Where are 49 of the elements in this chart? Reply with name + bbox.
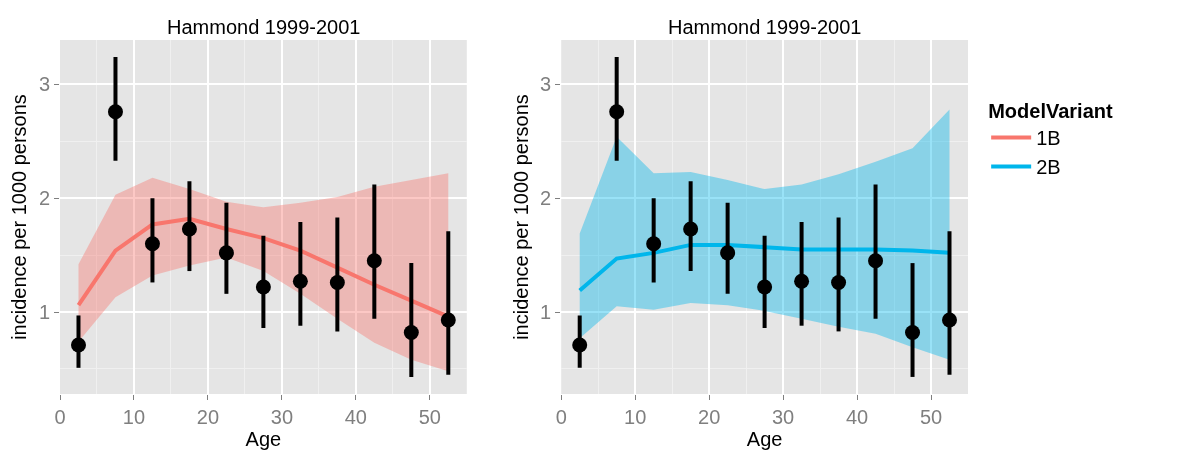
x-tick-label: 0 [555, 406, 567, 428]
x-tick-label: 20 [196, 406, 220, 428]
point [905, 325, 921, 341]
legend-label: 2B [1036, 156, 1061, 179]
legend-title: ModelVariant [988, 100, 1113, 123]
x-tick-label: 0 [54, 406, 66, 428]
point [831, 274, 847, 290]
point [646, 236, 662, 252]
point [366, 253, 382, 269]
point [255, 279, 271, 295]
point [218, 245, 234, 261]
y-tick-label: 3 [540, 73, 552, 96]
point [572, 337, 588, 353]
point [440, 312, 456, 328]
point [794, 273, 810, 289]
x-tick-label: 10 [122, 406, 146, 428]
point [683, 221, 699, 237]
x-axis-title: Age [245, 428, 282, 450]
legend-label: 1B [1036, 127, 1061, 150]
y-tick-label: 1 [540, 301, 552, 324]
point [942, 312, 958, 328]
y-tick-label: 2 [540, 187, 552, 210]
point [720, 245, 736, 261]
chart-title: Hammond 1999-2001 [668, 16, 862, 38]
x-axis-title: Age [746, 428, 783, 450]
point [609, 104, 625, 120]
y-tick-label: 1 [38, 301, 50, 324]
x-tick-label: 30 [270, 406, 294, 428]
y-axis-title: incidence per 1000 persons [509, 94, 532, 340]
x-tick-label: 40 [344, 406, 367, 428]
point [329, 274, 345, 290]
point [868, 253, 884, 269]
point [71, 337, 86, 353]
x-tick-label: 30 [771, 406, 795, 428]
point [292, 273, 308, 289]
point [181, 221, 197, 237]
x-tick-label: 40 [845, 406, 869, 428]
x-tick-label: 50 [418, 406, 441, 428]
x-tick-label: 10 [624, 406, 647, 428]
point [107, 104, 123, 120]
x-tick-label: 20 [698, 406, 721, 428]
y-axis-title: incidence per 1000 persons [8, 94, 31, 340]
y-tick-label: 2 [38, 187, 50, 210]
point [757, 279, 773, 295]
chart-title: Hammond 1999-2001 [167, 16, 361, 38]
y-tick-label: 3 [38, 73, 50, 96]
point [144, 236, 160, 252]
point [403, 325, 419, 341]
x-tick-label: 50 [919, 406, 943, 428]
